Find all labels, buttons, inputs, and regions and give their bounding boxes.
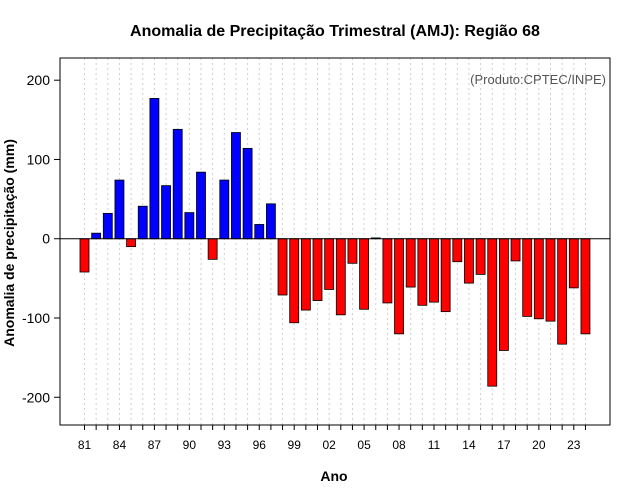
x-tick-label: 11 [428,438,441,452]
bar-2007 [382,238,393,304]
bar-2013 [452,238,463,263]
bar-1985 [126,238,136,248]
bar-2005 [359,238,370,310]
x-tick-label: 05 [357,438,371,452]
x-axis: 81 84 87 90 93 96 99 02 05 08 11 14 17 20 23 [78,425,586,452]
bar-2010 [417,238,428,306]
bar-2023 [568,238,579,289]
x-tick-label: 20 [532,438,546,452]
x-tick-label: 14 [462,438,476,452]
bar-1984 [114,179,125,240]
bar-1994 [231,132,241,240]
y-tick-label: -200 [22,389,50,405]
chart-title: Anomalia de Precipitação Trimestral (AMJ… [130,23,540,40]
bar-1982 [91,232,102,240]
x-tick-label: 23 [567,438,581,452]
bar-2009 [405,238,416,288]
bar-1989 [172,128,183,240]
bar-2012 [440,238,451,313]
bar-1996 [254,224,265,240]
x-tick-label: 93 [218,438,232,452]
y-axis-label: Anomalia de precipitação (mm) [1,139,17,347]
bar-2001 [312,238,323,301]
y-tick-label: 100 [27,151,51,167]
bar-1981 [79,238,90,273]
x-tick-label: 99 [288,438,302,452]
bar-2022 [557,238,568,345]
bar-2004 [347,238,358,264]
bar-1983 [102,212,113,240]
bar-2024 [580,238,591,335]
y-tick-label: 200 [27,72,51,88]
x-tick-label: 02 [322,438,336,452]
bar-2018 [510,238,521,262]
bar-1991 [196,171,206,240]
bar-1986 [137,205,148,240]
bar-1992 [207,238,218,260]
bar-1997 [265,203,276,240]
bars-group [79,98,591,387]
y-tick-label: 0 [42,231,50,247]
x-tick-label: 08 [392,438,406,452]
bar-1995 [242,147,253,240]
bar-2002 [324,238,335,290]
x-tick-label: 87 [148,438,162,452]
bar-2019 [522,238,533,317]
y-tick-label: -100 [22,310,50,326]
bar-2016 [487,238,498,387]
x-tick-label: 81 [78,438,92,452]
bar-2021 [545,238,556,322]
vertical-grid [84,58,586,425]
x-tick-label: 17 [497,438,511,452]
x-tick-label: 96 [253,438,267,452]
x-tick-label: 84 [113,438,127,452]
bar-2000 [300,238,311,311]
bar-2011 [429,238,439,303]
bar-2014 [464,238,474,284]
x-tick-label: 90 [183,438,197,452]
bar-1998 [277,238,288,296]
y-axis: -200 -100 0 100 200 [22,72,60,405]
bar-2003 [335,238,346,316]
bar-2008 [394,238,404,335]
bar-1990 [184,212,195,240]
bar-1988 [161,185,171,240]
bar-2015 [475,238,486,275]
bar-1993 [219,179,230,240]
bar-2020 [533,238,544,320]
bar-1987 [149,98,160,240]
x-axis-label: Ano [320,468,347,484]
bar-2017 [498,238,509,351]
source-note: (Produto:CPTEC/INPE) [470,72,606,87]
bar-1999 [289,238,300,324]
plot-frame [59,57,611,426]
